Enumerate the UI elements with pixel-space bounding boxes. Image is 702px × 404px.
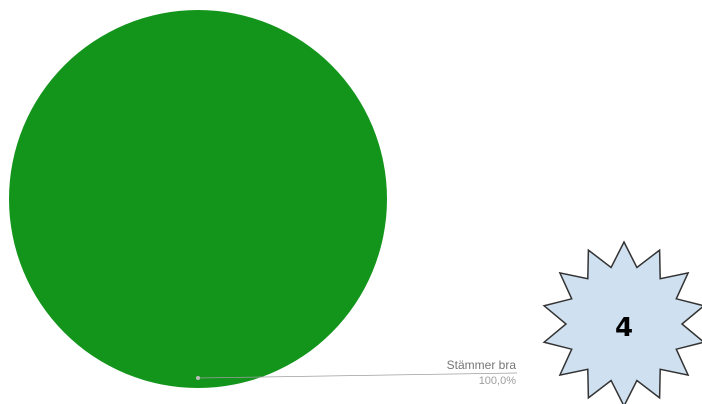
pie-slice xyxy=(9,10,387,388)
slice-label: Stämmer bra xyxy=(447,358,517,372)
star-badge-icon xyxy=(542,240,702,404)
slice-value-label: 100,0% xyxy=(479,375,517,387)
badge-number: 4 xyxy=(615,313,633,343)
slice-annotation: Stämmer bra 100,0% xyxy=(196,358,518,387)
number-badge: 4 xyxy=(542,240,702,404)
leader-dot xyxy=(196,376,200,380)
pie-slices xyxy=(9,10,387,388)
leader-line xyxy=(197,372,518,379)
